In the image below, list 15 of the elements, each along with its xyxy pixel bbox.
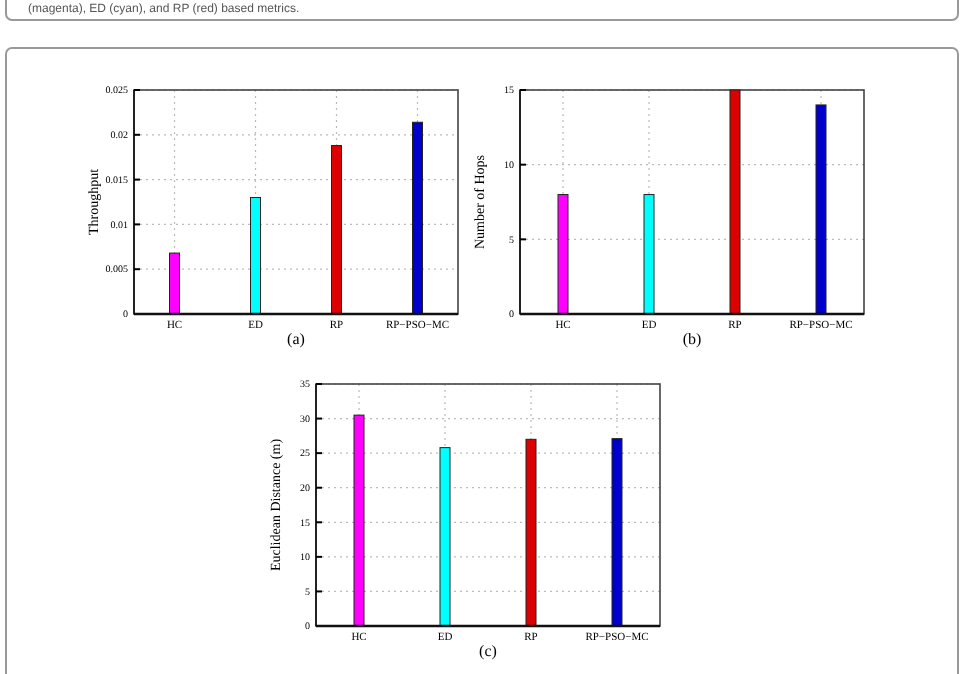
bar bbox=[353, 414, 365, 627]
bar bbox=[331, 145, 342, 315]
bar bbox=[643, 194, 655, 315]
bar bbox=[169, 252, 180, 315]
bar bbox=[525, 438, 537, 627]
text: (a) bbox=[287, 330, 306, 348]
text: (c) bbox=[479, 642, 498, 660]
bar bbox=[729, 89, 741, 315]
bar bbox=[412, 121, 423, 315]
bar bbox=[815, 104, 827, 315]
bar bbox=[250, 197, 261, 315]
bar bbox=[611, 438, 623, 627]
bar bbox=[439, 447, 451, 627]
text: (b) bbox=[682, 330, 702, 348]
bar bbox=[557, 194, 569, 315]
